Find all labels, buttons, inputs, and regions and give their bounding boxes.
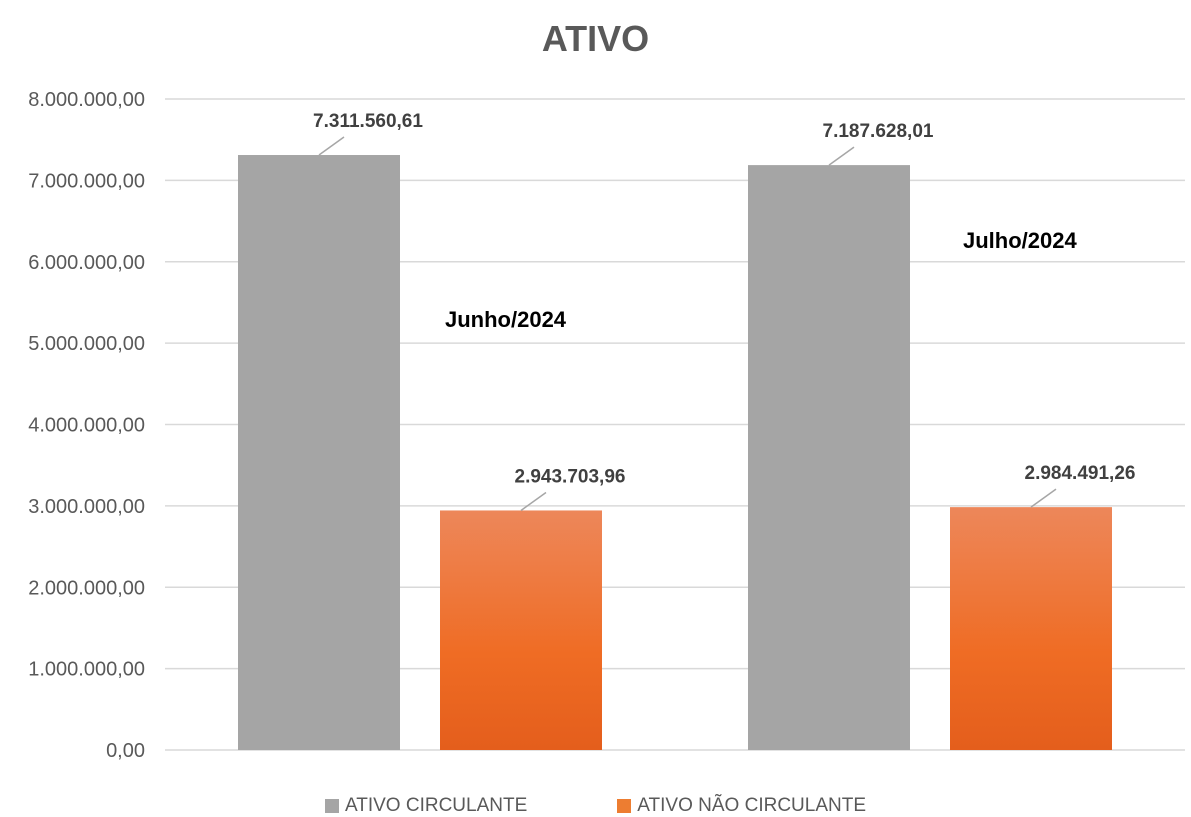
legend-label: ATIVO NÃO CIRCULANTE (637, 795, 866, 816)
chart-title: ATIVO (541, 18, 650, 59)
category-label: Julho/2024 (963, 228, 1077, 253)
data-label: 7.311.560,61 (313, 111, 423, 132)
data-label: 7.187.628,01 (823, 121, 934, 142)
legend: ATIVO CIRCULANTE ATIVO NÃO CIRCULANTE (0, 795, 1191, 817)
data-label: 2.984.491,26 (1025, 463, 1136, 484)
y-tick-label: 2.000.000,00 (28, 577, 145, 599)
bar (748, 165, 910, 751)
legend-item-ativo-nao-circulante: ATIVO NÃO CIRCULANTE (617, 795, 866, 817)
y-tick-label: 4.000.000,00 (28, 415, 145, 437)
legend-item-ativo-circulante: ATIVO CIRCULANTE (324, 795, 528, 817)
data-label: 2.943.703,96 (515, 466, 626, 487)
leader-line (520, 491, 547, 512)
y-tick-label: 6.000.000,00 (28, 252, 145, 274)
bar (238, 155, 400, 751)
bar (950, 507, 1112, 750)
legend-swatch-gray (324, 799, 339, 813)
bar (440, 510, 602, 750)
y-tick-label: 0,00 (106, 740, 145, 762)
y-tick-label: 8.000.000,00 (28, 89, 145, 111)
y-tick-label: 7.000.000,00 (28, 170, 145, 192)
leader-line (828, 146, 855, 166)
legend-label: ATIVO CIRCULANTE (344, 795, 528, 816)
legend-swatch-orange (617, 799, 632, 813)
y-tick-label: 1.000.000,00 (28, 659, 145, 681)
y-tick-label: 5.000.000,00 (28, 333, 145, 355)
category-label: Junho/2024 (445, 307, 567, 332)
leader-line (318, 136, 345, 156)
leader-line (1030, 488, 1057, 508)
y-tick-label: 3.000.000,00 (28, 496, 145, 518)
chart-plot: 0,00 1.000.000,00 2.000.000,00 3.000.000,00… (28, 89, 1185, 762)
